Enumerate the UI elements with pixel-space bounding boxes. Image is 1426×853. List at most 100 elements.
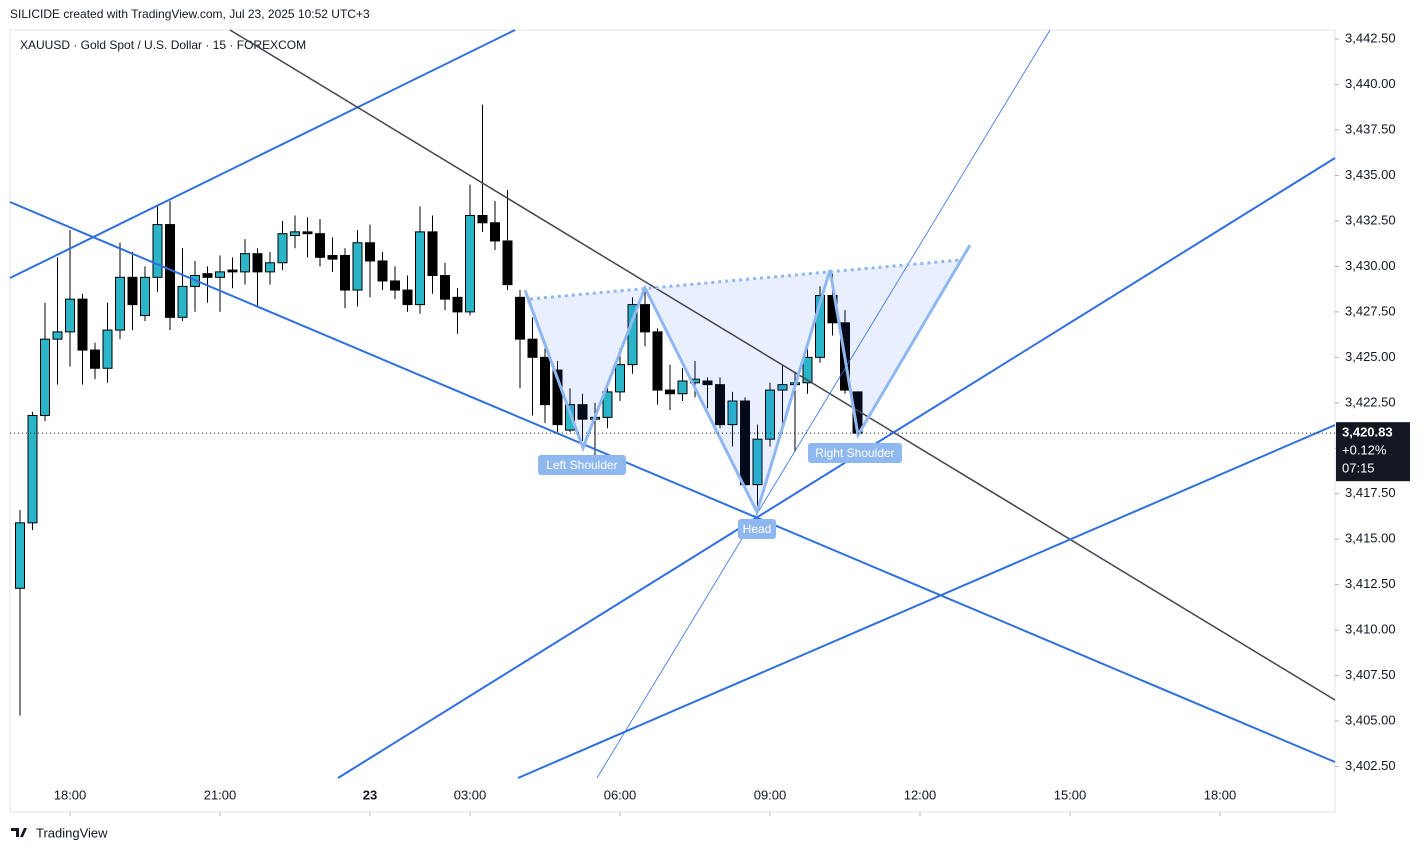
candle-body [27, 415, 38, 524]
candle-body [402, 289, 413, 306]
candle-body [40, 338, 50, 417]
y-tick-label: 3,422.50 [1345, 394, 1396, 409]
plot-area [9, 29, 1336, 813]
candle-body [265, 262, 275, 273]
y-tick-label: 3,402.50 [1345, 758, 1396, 773]
candle-body [515, 296, 525, 340]
candle-body [390, 280, 400, 291]
candle-body [577, 404, 588, 420]
candle-body [152, 224, 163, 278]
pattern-outline [523, 244, 972, 517]
candle-body [427, 231, 438, 277]
y-tick-label: 3,440.00 [1345, 76, 1396, 91]
candle-body [765, 389, 775, 440]
candle-body [302, 231, 313, 235]
annotation: Right Shoulder [815, 446, 894, 460]
last-price-change: +0.12% [1342, 443, 1387, 458]
candle-body [802, 356, 813, 384]
last-price-label: 3,420.83 [1342, 425, 1393, 440]
trend-line [9, 201, 1336, 763]
annotation: Head [743, 522, 772, 536]
annotation: Left Shoulder [546, 458, 617, 472]
candle-body [240, 253, 250, 273]
candle-body [777, 384, 788, 391]
x-tick-label: 15:00 [1054, 787, 1087, 802]
candle-body [502, 240, 513, 286]
y-tick-label: 3,412.50 [1345, 576, 1396, 591]
candle-body [327, 255, 338, 260]
candle-body [215, 271, 225, 278]
y-tick-label: 3,415.00 [1345, 531, 1396, 546]
x-tick-label: 23 [363, 787, 377, 802]
candle-body [352, 242, 363, 291]
candle-body [527, 338, 538, 358]
candle-body [315, 233, 325, 258]
candle-body [452, 296, 463, 313]
x-tick-label: 18:00 [54, 787, 87, 802]
candle-body [202, 273, 213, 278]
candle-body [115, 276, 125, 331]
y-tick-label: 3,427.50 [1345, 303, 1396, 318]
candle-body [677, 380, 688, 395]
candle-body [615, 364, 625, 393]
candle-body [77, 298, 88, 351]
y-tick-label: 3,425.00 [1345, 349, 1396, 364]
x-tick-label: 18:00 [1204, 787, 1237, 802]
candle-body [602, 391, 613, 418]
y-tick-label: 3,432.50 [1345, 212, 1396, 227]
candle-body [702, 380, 713, 386]
candle-body [177, 285, 188, 318]
candle-body [665, 389, 675, 395]
countdown: 07:15 [1342, 461, 1375, 476]
candle-body [490, 222, 500, 242]
annotation-box [808, 443, 902, 463]
candle-body [15, 522, 25, 589]
candle-body [365, 242, 375, 262]
drawings [9, 29, 1336, 779]
trend-line [596, 29, 1051, 779]
y-tick-label: 3,442.50 [1345, 31, 1396, 46]
x-tick-label: 06:00 [604, 787, 637, 802]
logo: TradingView [11, 825, 108, 840]
candle-body [640, 304, 650, 333]
y-tick-label: 3,435.00 [1345, 167, 1396, 182]
trend-line [337, 157, 1336, 779]
candle-body [752, 438, 763, 486]
candle-body [652, 331, 663, 391]
candle-body [565, 404, 575, 431]
candle-body [277, 233, 288, 264]
candle-body [290, 231, 300, 237]
y-tick-label: 3,405.00 [1345, 713, 1396, 728]
y-tick-label: 3,410.00 [1345, 622, 1396, 637]
candle-body [252, 253, 263, 273]
candle-body [102, 329, 113, 369]
candle-body [140, 276, 150, 317]
candle-body [340, 255, 350, 291]
candle-body [52, 331, 63, 340]
annotation-box [538, 455, 626, 475]
candle-body [465, 214, 475, 313]
candle-body [552, 369, 563, 426]
candle-body [715, 384, 725, 426]
candle-body [65, 298, 75, 333]
candle-body [415, 231, 425, 306]
footer: TradingView [36, 825, 108, 840]
annotation-box [738, 519, 776, 539]
y-tick-label: 3,407.50 [1345, 667, 1396, 682]
neckline [529, 258, 961, 301]
credit: SILICIDE created with TradingView.com, J… [10, 7, 370, 21]
y-tick-label: 3,437.50 [1345, 121, 1396, 136]
candle-body [727, 400, 738, 426]
candle-body [440, 275, 450, 300]
x-tick-label: 21:00 [204, 787, 237, 802]
logo-icon [11, 828, 27, 837]
candle-body [815, 295, 825, 358]
candle-body [477, 214, 488, 224]
chart-title: XAUUSD · Gold Spot / U.S. Dollar · 15 · … [20, 38, 306, 52]
y-tick-label: 3,417.50 [1345, 485, 1396, 500]
trend-line [229, 29, 1336, 701]
candle-body [127, 276, 138, 306]
candle-body [227, 269, 238, 273]
x-tick-label: 12:00 [904, 787, 937, 802]
